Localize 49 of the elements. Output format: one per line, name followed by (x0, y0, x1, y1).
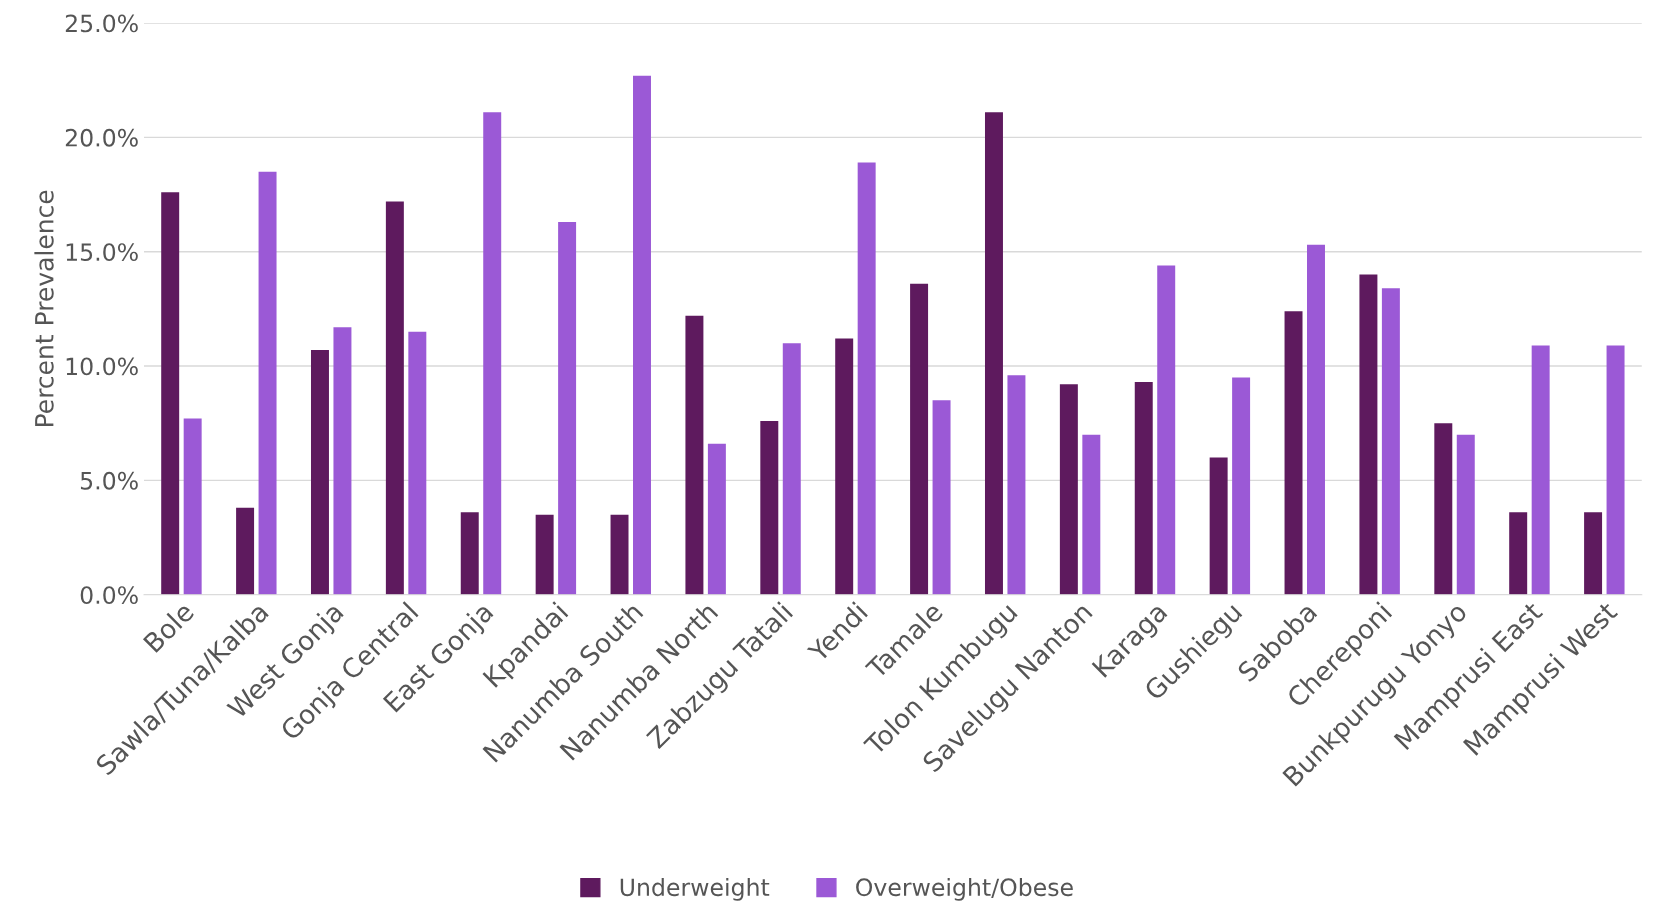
y-tick-label: 20.0% (65, 128, 138, 147)
y-tick-label: 15.0% (66, 243, 138, 262)
bar (1059, 384, 1078, 595)
bar (236, 507, 255, 595)
y-tick-label: 10.0% (66, 357, 138, 376)
bar (1134, 382, 1153, 595)
bar (1284, 311, 1303, 595)
bar (857, 162, 876, 595)
bar (1307, 244, 1325, 595)
bar (460, 512, 479, 595)
bar (161, 192, 180, 595)
bar (1456, 434, 1475, 595)
y-tick-label: 0.0% (80, 586, 138, 604)
y-axis-title: Percent Prevalence (34, 190, 54, 426)
bar (782, 343, 801, 595)
bar (535, 514, 554, 595)
bar (610, 514, 629, 595)
bar (910, 283, 929, 595)
bar (483, 112, 502, 595)
bar (385, 201, 404, 595)
legend-label: Overweight/Obese (856, 877, 1073, 901)
bar (1007, 375, 1026, 595)
bar (1434, 423, 1453, 595)
bar (258, 171, 277, 595)
bar (1232, 377, 1251, 595)
bar (932, 400, 951, 595)
bar (760, 420, 779, 595)
bar (1381, 288, 1400, 595)
bar (1584, 512, 1603, 595)
bar (1209, 457, 1228, 595)
bar (558, 221, 577, 595)
y-tick-label: 5.0% (80, 471, 138, 490)
bar (1509, 512, 1528, 595)
legend-label: Underweight (620, 877, 770, 901)
bar (984, 112, 1003, 595)
bar (183, 418, 202, 595)
bar (685, 315, 704, 595)
bar (1082, 434, 1101, 595)
bar (707, 443, 726, 595)
bar (633, 75, 651, 595)
bar (1157, 265, 1176, 595)
bar (835, 338, 854, 595)
bar (408, 331, 427, 595)
bar (1531, 345, 1550, 595)
bar (310, 350, 329, 595)
bar (1606, 345, 1625, 595)
bar (1359, 274, 1378, 595)
y-tick-label: 25.0% (65, 14, 138, 33)
bar (333, 327, 352, 595)
